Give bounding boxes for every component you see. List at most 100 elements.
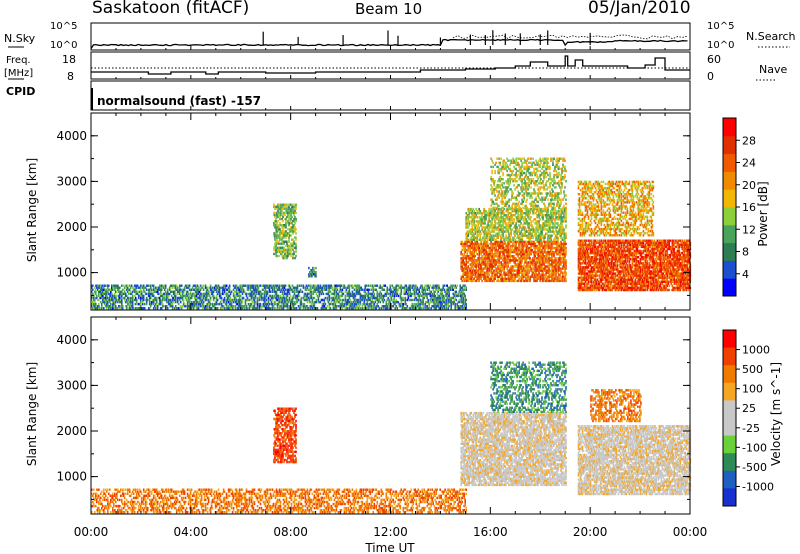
- scatter-cell: [359, 307, 362, 310]
- scatter-cell: [275, 290, 278, 293]
- scatter-cell: [283, 305, 286, 308]
- scatter-cell: [181, 298, 184, 302]
- scatter-cell: [231, 305, 234, 308]
- scatter-cell: [468, 220, 470, 223]
- scatter-cell: [119, 292, 121, 296]
- scatter-cell: [247, 298, 250, 302]
- scatter-cell: [103, 292, 105, 296]
- scatter-cell: [395, 305, 398, 308]
- scatter-cell: [196, 288, 199, 291]
- scatter-cell: [142, 296, 145, 300]
- scatter-cell: [267, 284, 270, 287]
- scatter-cell: [98, 302, 100, 306]
- scatter-cell: [293, 286, 296, 289]
- scatter-cell: [340, 305, 343, 308]
- scatter-cell: [207, 292, 210, 296]
- scatter-cell: [183, 302, 186, 306]
- scatter-cell: [526, 257, 528, 260]
- scatter-cell: [142, 288, 145, 291]
- scatter-cell: [168, 286, 171, 289]
- scatter-cell: [174, 288, 177, 291]
- scatter-cell: [295, 290, 298, 293]
- scatter-cell: [249, 288, 252, 291]
- scatter-cell: [149, 286, 152, 289]
- scatter-cell: [391, 305, 394, 308]
- scatter-cell: [254, 292, 257, 296]
- scatter-cell: [277, 288, 280, 291]
- scatter-cell: [126, 288, 129, 291]
- scatter-cell: [223, 296, 226, 300]
- scatter-cell: [503, 267, 505, 270]
- scatter-cell: [222, 300, 225, 304]
- scatter-cell: [99, 286, 101, 289]
- scatter-cell: [370, 300, 373, 304]
- scatter-cell: [209, 302, 212, 306]
- scatter-cell: [335, 290, 338, 293]
- scatter-cell: [505, 242, 507, 246]
- scatter-cell: [231, 307, 234, 310]
- scatter-cell: [565, 248, 567, 252]
- scatter-cell: [376, 294, 379, 298]
- scatter-cell: [356, 300, 359, 304]
- scatter-cell: [139, 286, 142, 289]
- scatter-cell: [565, 279, 567, 283]
- scatter-cell: [141, 307, 144, 310]
- scatter-cell: [465, 286, 467, 289]
- scatter-cell: [391, 292, 394, 296]
- scatter-cell: [304, 307, 307, 310]
- scatter-cell: [565, 242, 567, 246]
- scatter-cell: [427, 298, 429, 302]
- scatter-cell: [366, 302, 369, 306]
- scatter-cell: [127, 290, 130, 293]
- scatter-cell: [117, 286, 119, 289]
- scatter-cell: [224, 302, 227, 306]
- scatter-cell: [258, 298, 261, 302]
- scatter-cell: [357, 302, 360, 306]
- scatter-cell: [299, 300, 302, 304]
- scatter-cell: [228, 290, 231, 293]
- scatter-cell: [330, 284, 333, 287]
- scatter-cell: [195, 302, 198, 306]
- scatter-cell: [358, 300, 361, 304]
- scatter-cell: [154, 290, 157, 293]
- scatter-cell: [206, 302, 209, 306]
- scatter-cell: [498, 259, 500, 262]
- scatter-cell: [117, 300, 119, 304]
- scatter-cell: [287, 228, 289, 231]
- scatter-cell: [355, 300, 358, 304]
- scatter-cell: [160, 307, 163, 310]
- scatter-cell: [187, 286, 190, 289]
- scatter-cell: [218, 286, 221, 289]
- scatter-cell: [248, 292, 251, 296]
- scatter-cell: [363, 302, 366, 306]
- scatter-cell: [295, 228, 297, 231]
- scatter-cell: [502, 232, 504, 235]
- scatter-cell: [204, 307, 207, 310]
- scatter-cell: [532, 267, 534, 270]
- scatter-cell: [175, 307, 178, 310]
- scatter-cell: [190, 296, 193, 300]
- scatter-cell: [186, 305, 189, 308]
- scatter-cell: [560, 263, 562, 266]
- scatter-cell: [359, 302, 362, 306]
- scatter-cell: [93, 292, 95, 296]
- scatter-cell: [296, 284, 299, 287]
- scatter-cell: [465, 288, 467, 291]
- scatter-cell: [207, 290, 210, 293]
- scatter-cell: [273, 294, 276, 298]
- scatter-cell: [219, 300, 222, 304]
- scatter-cell: [286, 300, 289, 304]
- scatter-cell: [250, 294, 253, 298]
- scatter-cell: [192, 305, 195, 308]
- scatter-cell: [118, 294, 120, 298]
- scatter-cell: [156, 290, 159, 293]
- scatter-cell: [325, 284, 328, 287]
- scatter-cell: [106, 294, 108, 298]
- scatter-cell: [245, 292, 248, 296]
- scatter-cell: [128, 284, 131, 287]
- scatter-cell: [237, 298, 240, 302]
- scatter-cell: [92, 288, 94, 291]
- scatter-cell: [232, 294, 235, 298]
- scatter-cell: [153, 296, 156, 300]
- scatter-cell: [294, 294, 297, 298]
